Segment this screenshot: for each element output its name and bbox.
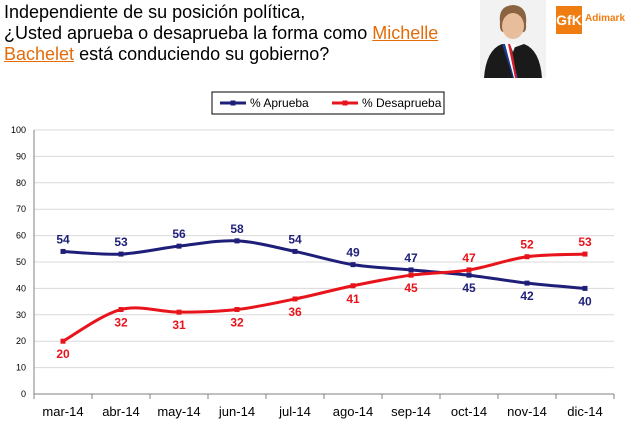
data-point <box>118 251 124 257</box>
data-label: 45 <box>404 281 418 295</box>
series-line-desaprueba <box>62 252 586 343</box>
x-tick-label: sep-14 <box>391 404 431 419</box>
legend-box <box>211 91 445 115</box>
approval-line-chart: 0 10 20 30 40 50 60 70 80 90 100 mar-14 abr-14 may-14… <box>11 91 615 419</box>
data-point <box>466 272 472 278</box>
y-tick-label: 30 <box>16 310 26 320</box>
y-tick-label: 70 <box>16 204 26 214</box>
y-tick-label: 90 <box>16 151 26 161</box>
y-tick-label: 80 <box>16 178 26 188</box>
data-point <box>350 262 356 268</box>
data-point <box>176 243 182 249</box>
data-label: 54 <box>288 232 302 246</box>
data-label: 54 <box>56 232 70 246</box>
series-line-aprueba <box>62 239 586 290</box>
data-label: 47 <box>462 251 476 265</box>
y-tick-label: 20 <box>16 336 26 346</box>
logo-brand-text: GfK <box>556 12 582 28</box>
data-point <box>408 272 414 278</box>
legend-label: % Aprueba <box>250 96 309 110</box>
data-point <box>524 280 530 286</box>
data-label: 53 <box>578 235 592 249</box>
data-label: 58 <box>230 222 244 236</box>
title-line-3: Bachelet está conduciendo su gobierno? <box>4 44 474 65</box>
bachelet-link[interactable]: Bachelet <box>4 44 75 64</box>
y-tick-label: 0 <box>21 389 26 399</box>
x-tick-label: jul-14 <box>278 404 311 419</box>
data-point <box>292 248 298 254</box>
data-point <box>60 248 66 254</box>
x-tick-label: mar-14 <box>42 404 83 419</box>
y-tick-label: 50 <box>16 257 26 267</box>
logo-sub-text: Adimark <box>585 13 625 24</box>
data-label: 20 <box>56 347 70 361</box>
legend-swatch-marker <box>342 100 348 106</box>
data-point <box>524 254 530 260</box>
data-label: 41 <box>346 292 360 306</box>
data-label: 40 <box>578 294 592 308</box>
data-point <box>582 285 588 291</box>
data-label: 49 <box>346 246 360 260</box>
legend-label: % Desaprueba <box>362 96 442 110</box>
data-label: 31 <box>172 318 186 332</box>
data-label: 52 <box>520 238 534 252</box>
data-point <box>292 296 298 302</box>
data-label: 56 <box>172 227 186 241</box>
chart-title: Independiente de su posición política, ¿… <box>4 2 474 65</box>
data-label: 42 <box>520 289 534 303</box>
data-label: 32 <box>114 316 128 330</box>
x-tick-label: jun-14 <box>218 404 255 419</box>
y-tick-label: 100 <box>11 125 26 135</box>
x-tick-label: oct-14 <box>451 404 487 419</box>
x-tick-label: ago-14 <box>333 404 373 419</box>
x-tick-label: abr-14 <box>102 404 140 419</box>
data-label: 47 <box>404 251 418 265</box>
gfk-adimark-logo: GfK Adimark <box>556 6 625 34</box>
data-label: 32 <box>230 316 244 330</box>
data-point <box>176 309 182 315</box>
x-tick-label: may-14 <box>157 404 200 419</box>
data-point <box>408 267 414 273</box>
data-point <box>582 251 588 257</box>
x-tick-label: nov-14 <box>507 404 547 419</box>
data-point <box>234 307 240 313</box>
portrait-image <box>480 0 546 78</box>
data-label: 36 <box>288 305 302 319</box>
data-label: 53 <box>114 235 128 249</box>
y-tick-label: 40 <box>16 283 26 293</box>
y-tick-label: 10 <box>16 363 26 373</box>
michelle-link[interactable]: Michelle <box>372 23 439 43</box>
title-text-2: ¿Usted aprueba o desaprueba la forma com… <box>4 23 373 43</box>
data-point <box>234 238 240 244</box>
data-label: 45 <box>462 281 476 295</box>
data-point <box>118 307 124 313</box>
title-text-3: está conduciendo su gobierno? <box>74 44 330 64</box>
title-line-1: Independiente de su posición política, <box>4 2 306 22</box>
data-point <box>60 338 66 344</box>
x-tick-label: dic-14 <box>567 404 602 419</box>
legend-swatch-marker <box>230 100 236 106</box>
y-tick-label: 60 <box>16 231 26 241</box>
title-line-2: ¿Usted aprueba o desaprueba la forma com… <box>4 23 474 44</box>
data-point <box>350 283 356 289</box>
data-point <box>466 267 472 273</box>
